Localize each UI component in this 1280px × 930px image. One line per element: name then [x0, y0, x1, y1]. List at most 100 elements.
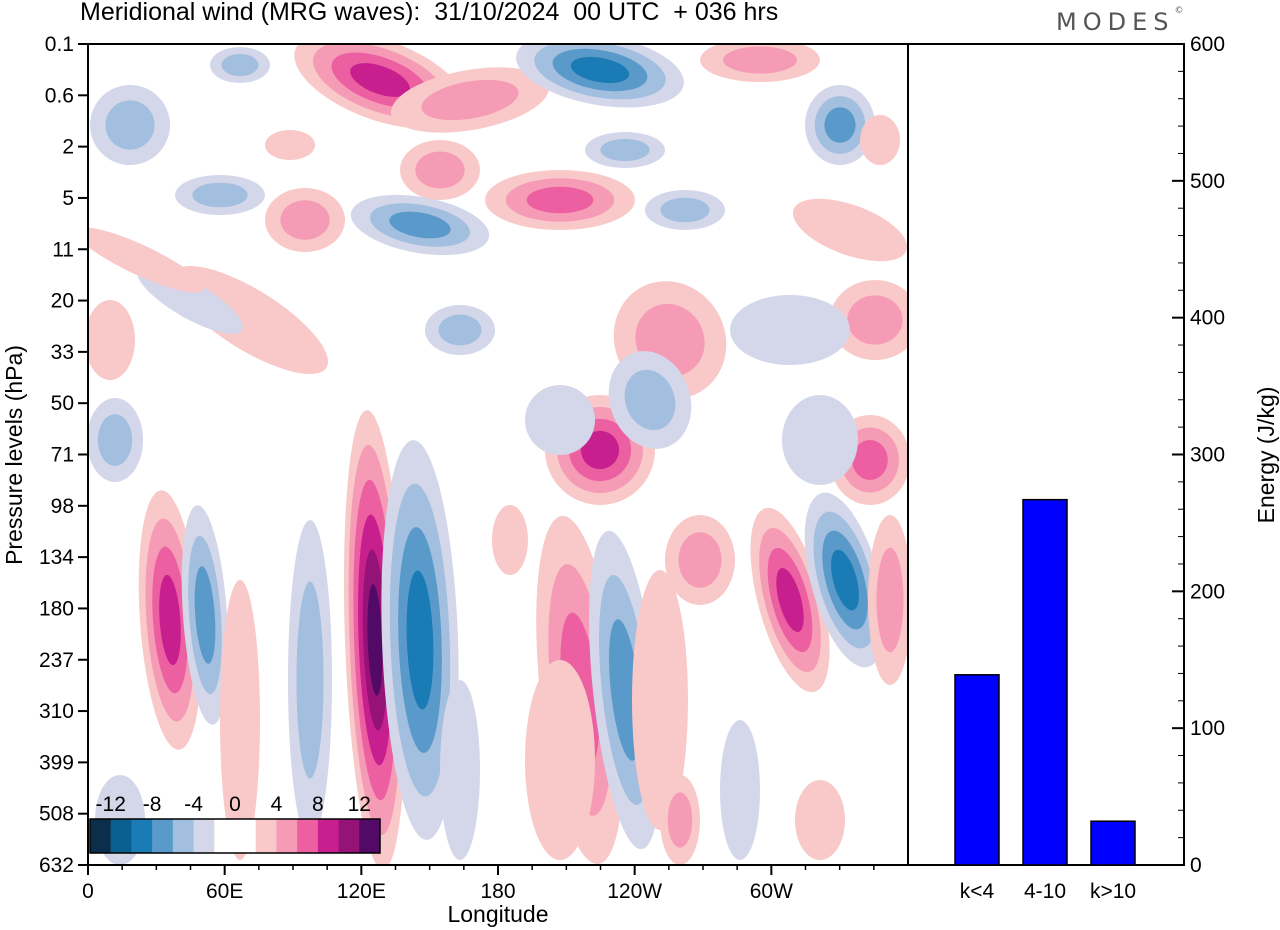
- colorbar-swatch: [276, 819, 298, 853]
- negative-contour: [831, 549, 859, 611]
- chart-title: Meridional wind (MRG waves): 31/10/2024 …: [80, 0, 779, 26]
- colorbar-label: 8: [312, 793, 324, 816]
- bar-category-label: k>10: [1090, 880, 1136, 903]
- colorbar-swatch: [193, 819, 215, 853]
- modes-logo: MODES©: [1056, 6, 1183, 36]
- x-tick-label: 120W: [607, 880, 662, 903]
- energy-tick-label: 0: [1190, 854, 1202, 877]
- negative-contour: [660, 197, 710, 223]
- positive-contour: [159, 574, 181, 666]
- energy-tick-label: 400: [1190, 307, 1225, 330]
- bar-category-label: k<4: [960, 880, 995, 903]
- negative-contour: [782, 395, 858, 485]
- negative-contour: [570, 56, 630, 84]
- colorbar-label: -8: [143, 793, 162, 816]
- positive-contour: [847, 295, 903, 345]
- x-tick-label: 0: [82, 880, 94, 903]
- negative-contour: [406, 570, 434, 710]
- negative-contour: [438, 314, 482, 346]
- negative-contour: [720, 720, 760, 860]
- positive-contour: [876, 547, 904, 653]
- energy-x-axis: k<4 4-10 k>10: [960, 880, 1136, 903]
- positive-contour: [88, 300, 135, 380]
- heatmap-x-axis: 0 60E 120E 180 120W 60W: [82, 865, 875, 903]
- energy-tick-label: 200: [1190, 580, 1225, 603]
- y-tick-label: 2: [62, 136, 74, 159]
- colorbar-swatch: [297, 819, 319, 853]
- colorbar-swatch: [317, 819, 340, 853]
- colorbar-swatch: [110, 819, 132, 853]
- energy-axis-title: Energy (J/kg): [1253, 387, 1279, 524]
- negative-contour: [105, 100, 155, 150]
- negative-contour: [192, 182, 248, 208]
- logo-text: MODES: [1056, 8, 1175, 36]
- positive-contour: [220, 580, 260, 860]
- wind-contour-field: [88, 44, 908, 865]
- y-tick-label: 0.1: [45, 33, 74, 56]
- y-tick-label: 0.6: [45, 84, 74, 107]
- positive-contour: [88, 227, 204, 293]
- y-tick-label: 71: [51, 444, 74, 467]
- positive-contour: [415, 151, 465, 189]
- positive-contour: [367, 584, 383, 696]
- energy-bar: [954, 674, 1000, 866]
- energy-tick-label: 600: [1190, 33, 1225, 56]
- colorbar-swatch: [172, 819, 195, 853]
- energy-y-axis: 0 100 200 300 400 500 600: [1172, 33, 1225, 877]
- energy-bar: [1090, 820, 1136, 866]
- x-tick-label: 60E: [206, 880, 243, 903]
- y-tick-label: 237: [39, 649, 74, 672]
- y-tick-label: 11: [52, 238, 74, 261]
- negative-contour: [600, 138, 650, 162]
- y-tick-label: 98: [51, 495, 74, 518]
- x-tick-label: 60W: [750, 880, 793, 903]
- x-axis-title: Longitude: [447, 901, 548, 927]
- colorbar-swatch: [90, 819, 112, 853]
- positive-contour: [525, 660, 595, 860]
- y-tick-label: 5: [62, 187, 74, 210]
- negative-contour: [221, 53, 259, 77]
- energy-bars: [954, 498, 1136, 866]
- y-tick-label: 134: [39, 546, 74, 569]
- colorbar-swatch: [255, 819, 277, 853]
- positive-contour: [723, 46, 797, 74]
- colorbar-label: 0: [229, 793, 241, 816]
- y-tick-label: 50: [51, 392, 74, 415]
- bar-category-label: 4-10: [1024, 880, 1066, 903]
- positive-contour: [580, 430, 620, 470]
- negative-contour: [730, 295, 850, 365]
- colorbar-label: -4: [184, 793, 203, 816]
- negative-contour: [824, 107, 856, 143]
- y-tick-label: 508: [39, 803, 74, 826]
- y-tick-label: 310: [39, 700, 74, 723]
- negative-contour: [97, 414, 133, 466]
- colorbar-swatch: [152, 819, 174, 853]
- colorbar-swatch: [131, 819, 153, 853]
- positive-contour: [795, 780, 845, 860]
- negative-contour: [525, 385, 595, 455]
- negative-contour: [296, 581, 324, 779]
- negative-contour: [440, 680, 480, 860]
- positive-contour: [860, 115, 900, 165]
- x-tick-label: 120E: [337, 880, 386, 903]
- colorbar-label: 12: [348, 793, 371, 816]
- energy-bar: [1022, 498, 1068, 866]
- energy-tick-label: 500: [1190, 170, 1225, 193]
- positive-contour: [776, 567, 804, 633]
- y-axis-title: Pressure levels (hPa): [1, 345, 27, 565]
- positive-contour: [632, 570, 688, 830]
- colorbar-swatch: [359, 819, 381, 853]
- positive-contour: [678, 532, 722, 588]
- y-tick-label: 180: [39, 597, 74, 620]
- colorbar: -12 -8 -4 0 4 8 12: [89, 793, 381, 854]
- x-tick-label: 180: [480, 880, 515, 903]
- heatmap-y-axis: 0.1 0.6 2 5 11 20 33 50 71 98 134 180 237 310 399 508 63…: [39, 33, 88, 877]
- colorbar-swatch: [235, 819, 257, 853]
- y-tick-label: 20: [51, 290, 74, 313]
- colorbar-swatch: [338, 819, 360, 853]
- negative-contour: [624, 369, 676, 431]
- positive-contour: [492, 505, 528, 575]
- negative-contour: [389, 211, 451, 239]
- y-tick-label: 632: [39, 854, 74, 877]
